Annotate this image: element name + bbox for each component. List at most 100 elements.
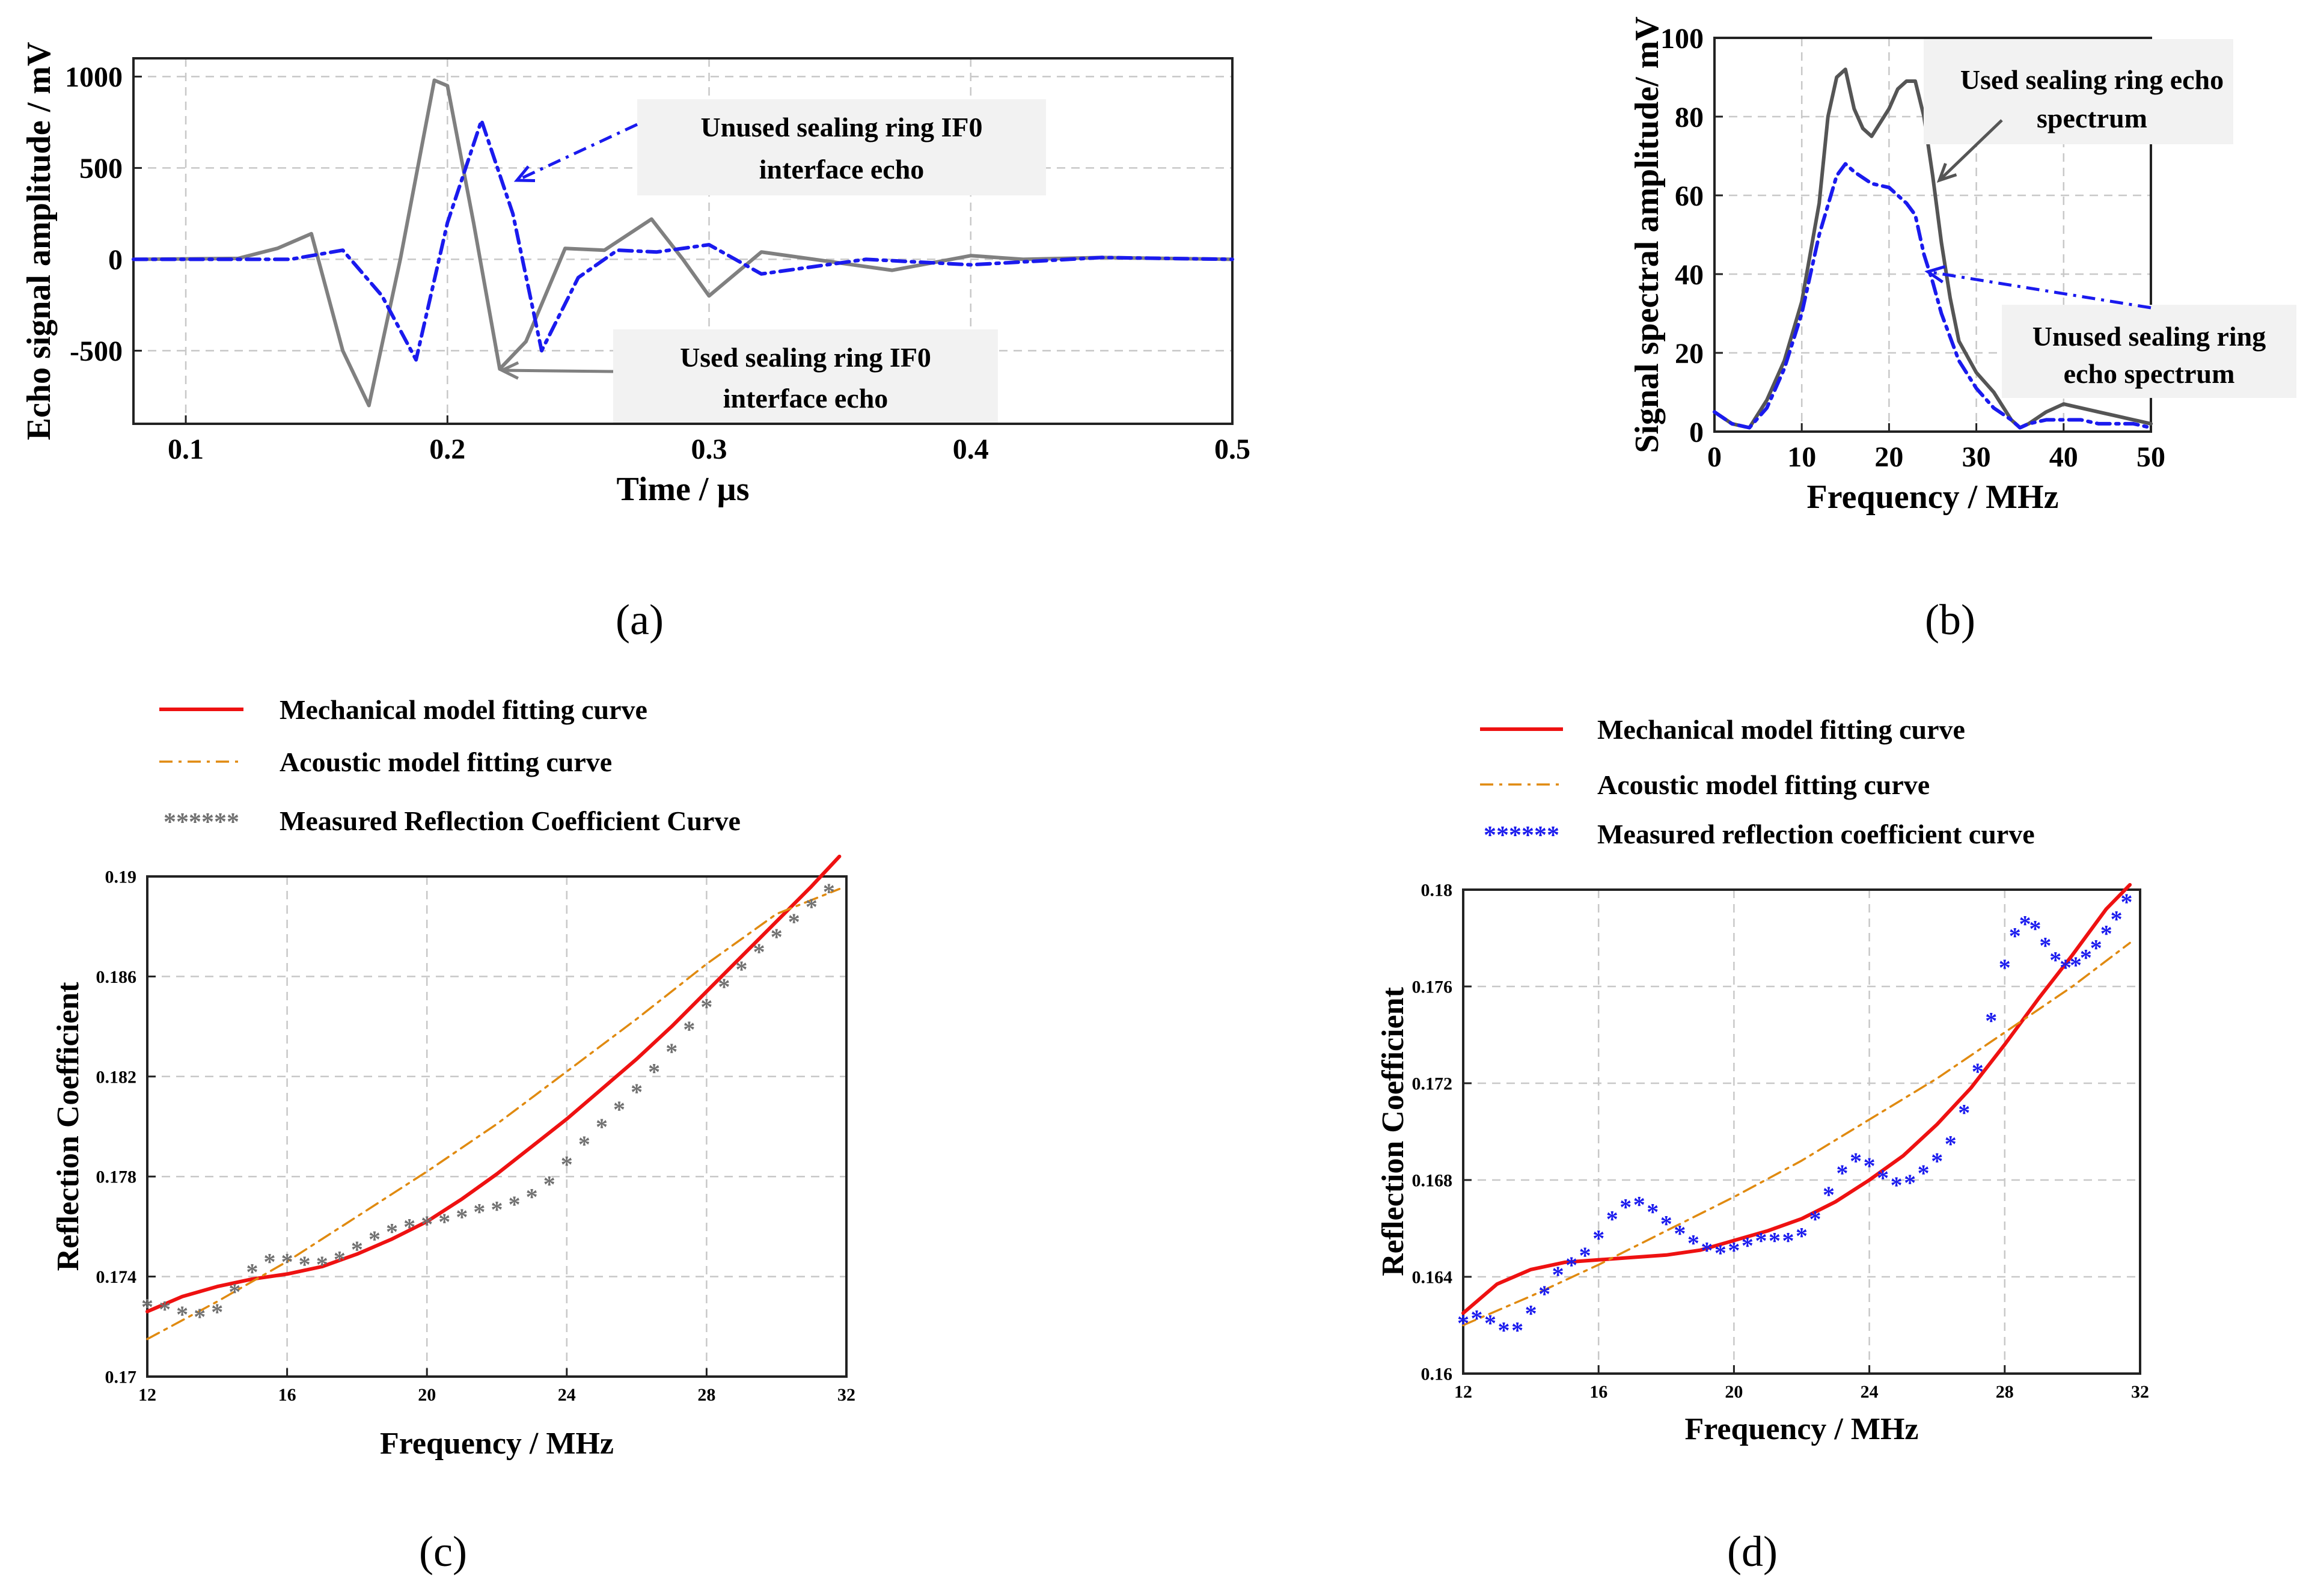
- series-line-a-1: [132, 118, 1234, 362]
- y-tick-label-a: 500: [79, 153, 123, 185]
- x-tick-label-a: 0.1: [168, 433, 204, 465]
- y-axis-label-d: Reflection Coefficient: [1376, 986, 1410, 1276]
- annotation-text-a: interface echo: [759, 154, 925, 185]
- panel-label-b: (b): [1925, 596, 1975, 644]
- data-marker-d-2: *: [1782, 1228, 1794, 1255]
- data-marker-d-2: *: [1864, 1152, 1876, 1179]
- x-tick-label-d: 16: [1589, 1382, 1607, 1402]
- legend-label-c: Mechanical model fitting curve: [280, 694, 647, 725]
- data-marker-c-2: *: [281, 1249, 293, 1276]
- x-tick-label-b: 50: [2136, 441, 2165, 473]
- x-tick-label-c: 24: [558, 1385, 576, 1405]
- annotation-box-a: [637, 99, 1046, 195]
- data-marker-c-2: *: [159, 1296, 171, 1323]
- annotation-box-b: [2002, 305, 2296, 398]
- data-marker-d-2: *: [1552, 1261, 1564, 1288]
- y-axis-label-a: Echo signal amplitude / mV: [20, 42, 58, 441]
- data-marker-c-2: *: [788, 908, 800, 935]
- data-marker-d-2: *: [1972, 1058, 1984, 1085]
- y-axis-label-c: Reflection Coefficient: [51, 982, 85, 1271]
- y-tick-label-b: 80: [1675, 102, 1704, 133]
- y-tick-label-b: 100: [1660, 23, 1704, 55]
- x-tick-label-a: 0.3: [691, 433, 727, 465]
- legend-marker-c: ******: [164, 809, 239, 836]
- annotation-arrow-b: [1927, 270, 2152, 310]
- series-line-d-0: [1461, 882, 2132, 1315]
- data-marker-c-2: *: [700, 993, 712, 1020]
- data-marker-c-2: *: [631, 1078, 643, 1105]
- data-marker-d-2: *: [1511, 1317, 1523, 1344]
- series-line-b-0: [1713, 67, 2153, 430]
- annotation-text-a: interface echo: [723, 383, 888, 414]
- x-axis-label-a: Time / µs: [616, 471, 749, 508]
- y-tick-label-b: 0: [1689, 417, 1704, 448]
- y-tick-label-c: 0.182: [96, 1067, 137, 1087]
- data-marker-d-2: *: [1796, 1223, 1808, 1250]
- data-marker-d-2: *: [1769, 1228, 1781, 1255]
- legend-label-d: Mechanical model fitting curve: [1597, 714, 1965, 745]
- x-tick-label-d: 24: [1861, 1382, 1879, 1402]
- x-tick-label-c: 16: [278, 1385, 296, 1405]
- data-marker-d-2: *: [1484, 1309, 1496, 1336]
- x-tick-label-d: 20: [1725, 1382, 1743, 1402]
- y-tick-label-b: 20: [1675, 338, 1704, 370]
- data-marker-d-2: *: [1809, 1205, 1821, 1232]
- data-marker-d-2: *: [1633, 1191, 1645, 1218]
- annotation-arrowhead-a: [513, 165, 536, 182]
- annotation-arrowhead-b: [1924, 265, 1946, 284]
- y-tick-label-c: 0.19: [105, 867, 137, 887]
- data-marker-c-2: *: [736, 956, 748, 983]
- data-marker-d-2: *: [1619, 1193, 1632, 1220]
- data-marker-c-2: *: [141, 1294, 153, 1321]
- data-marker-c-2: *: [648, 1058, 660, 1085]
- data-marker-d-2: *: [1701, 1237, 1713, 1264]
- x-tick-label-c: 32: [837, 1385, 855, 1405]
- panel-label-d: (d): [1727, 1527, 1778, 1576]
- data-marker-d-2: *: [1999, 954, 2011, 981]
- data-marker-d-2: *: [2111, 905, 2123, 932]
- legend-label-d: Measured reflection coefficient curve: [1597, 819, 2035, 849]
- plot-frame-c: [146, 875, 848, 1378]
- x-tick-label-a: 0.4: [953, 433, 989, 465]
- annotation-text-b: spectrum: [2037, 103, 2147, 133]
- data-marker-d-2: *: [1985, 1007, 1997, 1034]
- data-marker-c-2: *: [543, 1171, 555, 1198]
- data-marker-d-2: *: [1525, 1300, 1537, 1327]
- data-marker-c-2: *: [753, 938, 765, 965]
- x-axis-label-d: Frequency / MHz: [1685, 1412, 1919, 1446]
- data-marker-c-2: *: [526, 1183, 538, 1210]
- data-marker-c-2: *: [334, 1246, 346, 1273]
- data-marker-d-2: *: [1579, 1242, 1591, 1269]
- panel-label-a: (a): [616, 596, 664, 644]
- annotation-box-a: [613, 329, 998, 423]
- data-marker-d-2: *: [1660, 1210, 1672, 1237]
- series-line-d-1: [1462, 941, 2131, 1327]
- data-marker-d-2: *: [1904, 1169, 1916, 1196]
- data-marker-c-2: *: [211, 1298, 223, 1325]
- y-axis-label-b: Signal spectral amplitude/ mV: [1629, 16, 1666, 453]
- data-marker-d-2: *: [2100, 920, 2112, 947]
- data-marker-c-2: *: [369, 1226, 381, 1253]
- data-marker-c-2: *: [771, 923, 783, 950]
- data-marker-d-2: *: [2090, 935, 2102, 962]
- data-marker-c-2: *: [351, 1236, 363, 1263]
- plot-frame-a: [132, 57, 1234, 425]
- x-tick-label-a: 0.2: [429, 433, 465, 465]
- annotation-text-b: Used sealing ring echo: [1960, 64, 2224, 95]
- y-tick-label-b: 60: [1675, 180, 1704, 212]
- data-marker-c-2: *: [264, 1249, 276, 1276]
- data-marker-d-2: *: [1498, 1317, 1510, 1344]
- data-marker-d-2: *: [1471, 1304, 1483, 1332]
- data-marker-c-2: *: [421, 1211, 433, 1238]
- data-marker-c-2: *: [438, 1208, 450, 1235]
- x-tick-label-b: 0: [1707, 441, 1722, 473]
- x-tick-label-a: 0.5: [1214, 433, 1250, 465]
- data-marker-d-2: *: [2070, 952, 2082, 979]
- y-tick-label-d: 0.164: [1412, 1268, 1453, 1288]
- data-marker-d-2: *: [2080, 944, 2092, 971]
- x-tick-label-b: 10: [1787, 441, 1816, 473]
- x-tick-label-d: 12: [1454, 1382, 1472, 1402]
- data-marker-c-2: *: [806, 893, 818, 920]
- y-tick-label-d: 0.16: [1421, 1365, 1453, 1384]
- data-marker-c-2: *: [561, 1151, 573, 1178]
